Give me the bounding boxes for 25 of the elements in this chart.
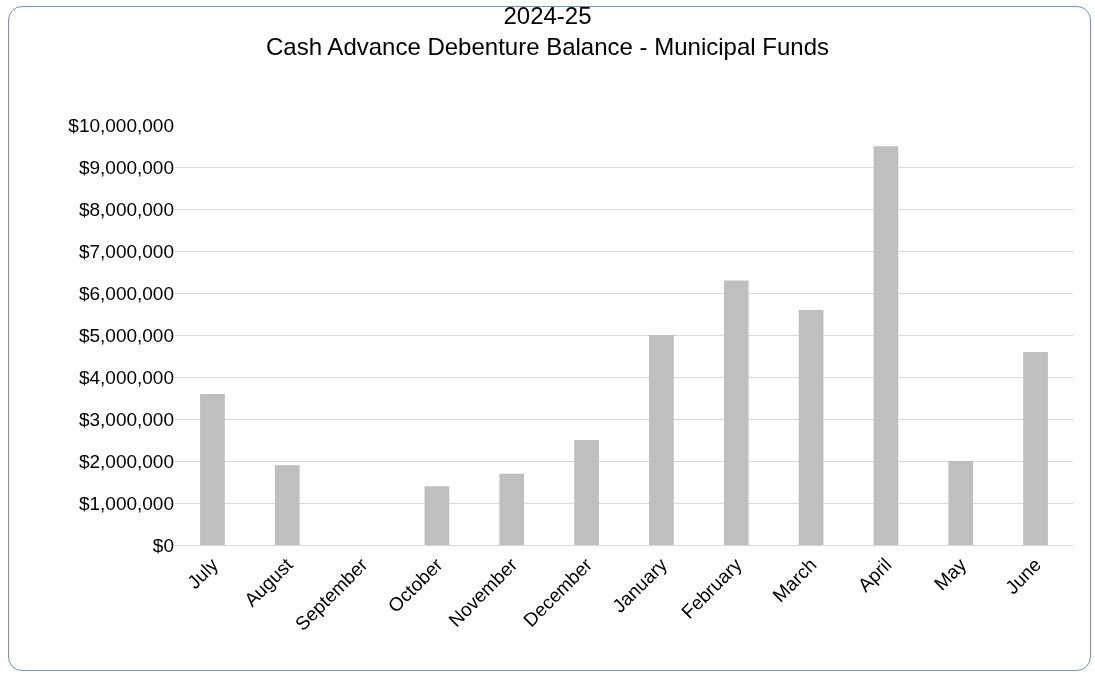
bar	[574, 440, 599, 545]
bar	[1023, 351, 1048, 545]
y-tick-label: $0	[152, 534, 174, 556]
bar	[499, 473, 525, 545]
y-tick-label: $1,000,000	[78, 492, 174, 514]
bar	[200, 393, 225, 545]
bar	[798, 309, 824, 545]
x-tick-label: July	[183, 553, 223, 593]
y-tick-label: $10,000,000	[68, 114, 174, 136]
bar	[424, 486, 450, 545]
bar	[873, 146, 899, 545]
x-tick-label: May	[930, 553, 971, 595]
y-tick-label: $4,000,000	[78, 366, 174, 388]
bar	[274, 465, 300, 545]
y-tick-label: $5,000,000	[78, 324, 174, 346]
y-tick-label: $3,000,000	[78, 408, 174, 430]
y-tick-label: $8,000,000	[78, 198, 174, 220]
bar	[723, 280, 749, 545]
bar	[948, 461, 974, 545]
chart-title: 2024-25 Cash Advance Debenture Balance - Municipal Funds	[266, 1, 829, 60]
y-tick-label: $9,000,000	[78, 156, 174, 178]
y-tick-label: $6,000,000	[78, 282, 174, 304]
y-tick-label: $7,000,000	[78, 240, 174, 262]
y-tick-label: $2,000,000	[78, 450, 174, 472]
bar	[649, 335, 674, 545]
